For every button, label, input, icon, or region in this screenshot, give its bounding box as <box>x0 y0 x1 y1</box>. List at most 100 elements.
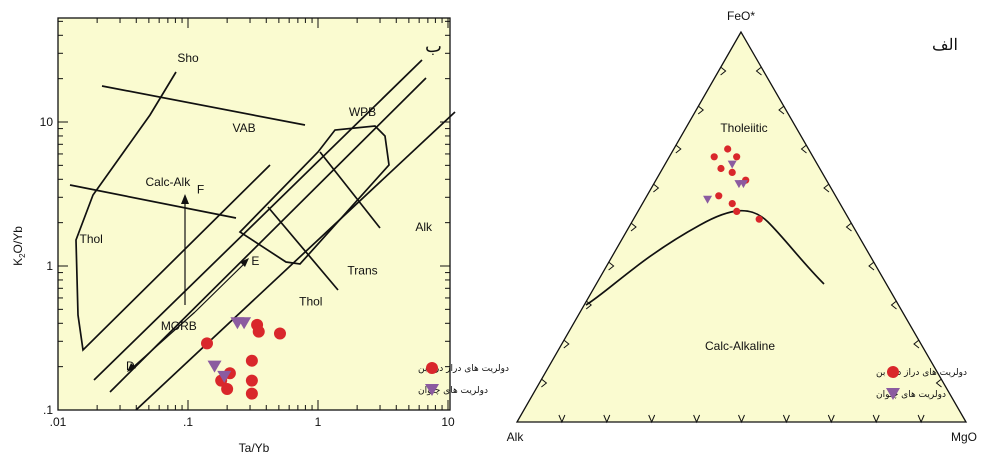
field-label-calc-alkaline: Calc-Alkaline <box>705 339 775 353</box>
ternary-left-tick <box>720 66 727 76</box>
left-legend-marker-triangle <box>425 384 439 396</box>
data-point-circle <box>200 337 213 350</box>
tholeiitic-calcalkaline-boundary <box>585 209 825 306</box>
left-legend: دولریت های دراز دره بن دولریت های چلوان <box>418 362 509 396</box>
field-label-sho: Sho <box>177 51 199 65</box>
right-legend-marker-triangle <box>886 388 900 400</box>
ternary-point-circle <box>755 215 763 223</box>
ternary-left-tick <box>697 105 705 115</box>
data-point-triangle <box>237 317 252 330</box>
ternary-left-tick <box>585 300 593 310</box>
ternary-left-tick <box>541 378 548 388</box>
ternary-right-tick <box>845 222 852 232</box>
right-data-points <box>703 145 763 223</box>
ternary-point-circle <box>728 200 736 208</box>
ternary-bottom-tick <box>693 414 701 424</box>
right-chart: FeO* Alk MgO Tholeiitic Calc-Alkaline ال… <box>507 9 977 444</box>
left-x-axis-title: Ta/Yb <box>239 441 270 455</box>
data-point-circle <box>252 325 265 338</box>
right-legend: دولریت های دراز دره بن دولریت های چلوان <box>876 366 967 400</box>
right-legend-label-circle: دولریت های دراز دره بن <box>876 368 967 378</box>
ternary-right-tick <box>935 378 942 388</box>
ternary-left-tick <box>608 261 615 271</box>
ternary-point-circle <box>733 207 741 215</box>
ternary-triangle <box>515 30 968 423</box>
ternary-bottom-tick <box>603 414 611 424</box>
ternary-point-circle <box>710 153 718 161</box>
field-label-vab: VAB <box>233 121 256 135</box>
ternary-right-tick <box>800 144 807 154</box>
trans-thol-boundary <box>267 206 339 291</box>
y-tick-label: .1 <box>43 403 53 417</box>
field-label-morb: MORB <box>161 319 197 333</box>
right-legend-label-triangle: دولریت های چلوان <box>876 390 946 400</box>
ternary-left-tick <box>563 339 570 349</box>
field-label-thol: Thol <box>299 295 322 309</box>
left-vectors <box>127 194 249 372</box>
left-data-points <box>200 317 286 400</box>
left-plot-area <box>57 17 451 411</box>
left-legend-label-triangle: دولریت های چلوان <box>418 386 488 396</box>
data-point-triangle <box>207 360 222 373</box>
ternary-bottom-tick <box>558 414 566 424</box>
vector-d-arrow <box>130 311 196 370</box>
ternary-bottom-tick <box>827 414 835 424</box>
data-point-circle <box>245 387 258 400</box>
left-legend-marker-circle <box>426 362 438 374</box>
morb-array-lower <box>109 77 427 393</box>
field-label-tholeiitic: Tholeiitic <box>720 121 767 135</box>
ternary-point-triangle <box>727 160 737 169</box>
ternary-ticks <box>541 66 942 424</box>
ternary-right-tick <box>913 339 920 349</box>
field-label-thol: Thol <box>80 232 103 246</box>
right-legend-marker-circle <box>887 366 899 378</box>
apex-label-top: FeO* <box>727 9 755 23</box>
x-tick-label: 1 <box>315 415 322 429</box>
ternary-right-tick <box>778 105 785 115</box>
vector-d-head <box>127 363 136 372</box>
y-tick-label: 10 <box>40 115 54 129</box>
vector-e-head <box>240 258 249 267</box>
ternary-right-tick <box>890 300 897 310</box>
vector-label-f: F <box>197 182 204 196</box>
ternary-left-tick <box>630 222 637 232</box>
ternary-right-tick <box>755 66 762 76</box>
data-point-circle <box>221 382 234 395</box>
field-label-wpb: WPB <box>349 105 376 119</box>
thol-field-outline <box>75 71 271 352</box>
data-point-circle <box>245 354 258 367</box>
vector-f-head <box>181 194 189 204</box>
left-y-axis-title: K2O/Yb <box>11 226 27 266</box>
apex-label-left: Alk <box>507 430 525 444</box>
left-vector-labels: F E D <box>126 182 259 373</box>
ternary-right-tick <box>868 261 875 271</box>
left-field-labels: Sho VAB Calc-Alk Thol WPB Alk Trans Thol MORB <box>80 51 433 333</box>
mantle-array-boundary <box>135 111 456 411</box>
data-point-circle <box>273 327 286 340</box>
ternary-left-tick <box>675 144 682 154</box>
left-panel-label: ب <box>425 36 442 56</box>
ternary-point-triangle <box>703 195 713 204</box>
left-legend-label-circle: دولریت های دراز دره بن <box>418 364 509 374</box>
ternary-bottom-tick <box>738 414 745 424</box>
wpb-field-outline <box>238 125 390 265</box>
ternary-right-tick <box>823 183 830 193</box>
x-tick-label: .1 <box>183 415 193 429</box>
ternary-bottom-tick <box>648 414 656 424</box>
ternary-bottom-tick <box>872 414 880 424</box>
ternary-bottom-tick <box>917 414 925 424</box>
field-label-calc-alk: Calc-Alk <box>146 175 192 189</box>
vector-label-d: D <box>126 359 135 373</box>
wpb-alk-boundary <box>319 151 381 229</box>
apex-label-right: MgO <box>951 430 977 444</box>
ternary-point-circle <box>724 145 732 153</box>
ternary-left-tick <box>653 183 660 193</box>
ternary-point-triangle <box>738 180 748 189</box>
right-panel-label: الف <box>932 37 958 54</box>
calcalk-thol-boundary <box>69 184 237 219</box>
data-point-circle <box>245 374 258 387</box>
vector-e-arrow <box>194 261 247 313</box>
morb-array-upper <box>93 59 423 381</box>
